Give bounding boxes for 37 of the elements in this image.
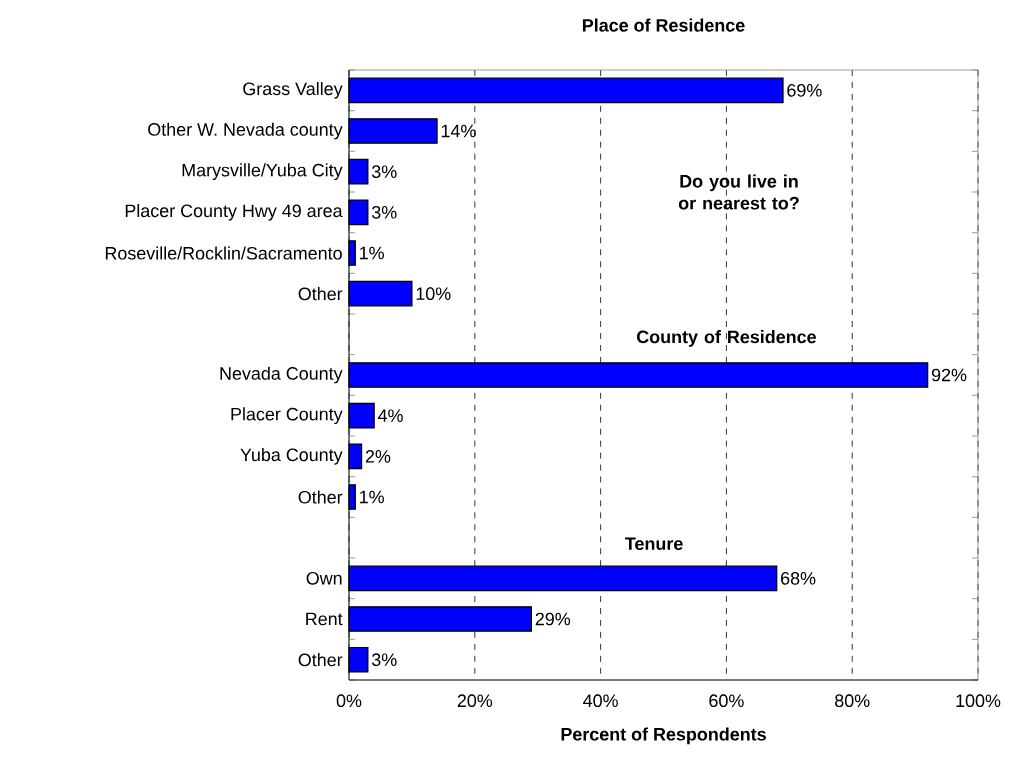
data-label: 69% bbox=[787, 83, 822, 97]
x-tick-label: 100% bbox=[956, 694, 1001, 708]
y-tick-label: Other bbox=[298, 287, 343, 301]
data-label: 14% bbox=[441, 124, 476, 138]
y-tick-label: Nevada County bbox=[220, 366, 343, 384]
x-tick-label: 40% bbox=[583, 694, 618, 708]
data-label: 3% bbox=[371, 165, 397, 179]
data-label: 1% bbox=[360, 246, 384, 260]
y-tick-label: Placer County Hwy 49 area bbox=[125, 203, 343, 221]
data-label: 1% bbox=[360, 490, 384, 504]
data-label: 68% bbox=[781, 571, 816, 585]
x-tick-label: 80% bbox=[835, 694, 870, 708]
data-label: 3% bbox=[371, 205, 397, 219]
x-tick-label: 60% bbox=[709, 694, 744, 708]
y-tick-label: Yuba County bbox=[240, 447, 343, 465]
y-tick-label: Placer County bbox=[231, 407, 343, 425]
y-tick-label: Own bbox=[306, 571, 342, 585]
data-label: 2% bbox=[365, 450, 391, 463]
y-tick-label: Marysville/Yuba City bbox=[182, 163, 343, 181]
x-axis-title: Percent of Respondents bbox=[561, 727, 766, 745]
annotation: Do you live in or nearest to? bbox=[678, 174, 799, 210]
x-tick-label: 20% bbox=[457, 694, 493, 708]
annotation: Tenure bbox=[625, 537, 683, 551]
data-label: 4% bbox=[377, 409, 403, 422]
data-label: 29% bbox=[535, 612, 571, 626]
x-tick-label: 0% bbox=[336, 694, 362, 708]
chart-title: Place of Residence bbox=[582, 18, 745, 32]
data-label: 92% bbox=[931, 368, 967, 382]
y-tick-label: Roseville/Rocklin/Sacramento bbox=[105, 246, 342, 260]
data-label: 10% bbox=[416, 287, 451, 301]
y-tick-label: Other W. Nevada county bbox=[148, 122, 343, 140]
annotation: County of Residence bbox=[636, 330, 816, 347]
data-label: 3% bbox=[371, 653, 397, 667]
y-tick-label: Rent bbox=[306, 612, 343, 626]
y-tick-label: Grass Valley bbox=[243, 81, 343, 99]
y-tick-label: Other bbox=[298, 490, 343, 504]
y-tick-label: Other bbox=[298, 653, 343, 667]
